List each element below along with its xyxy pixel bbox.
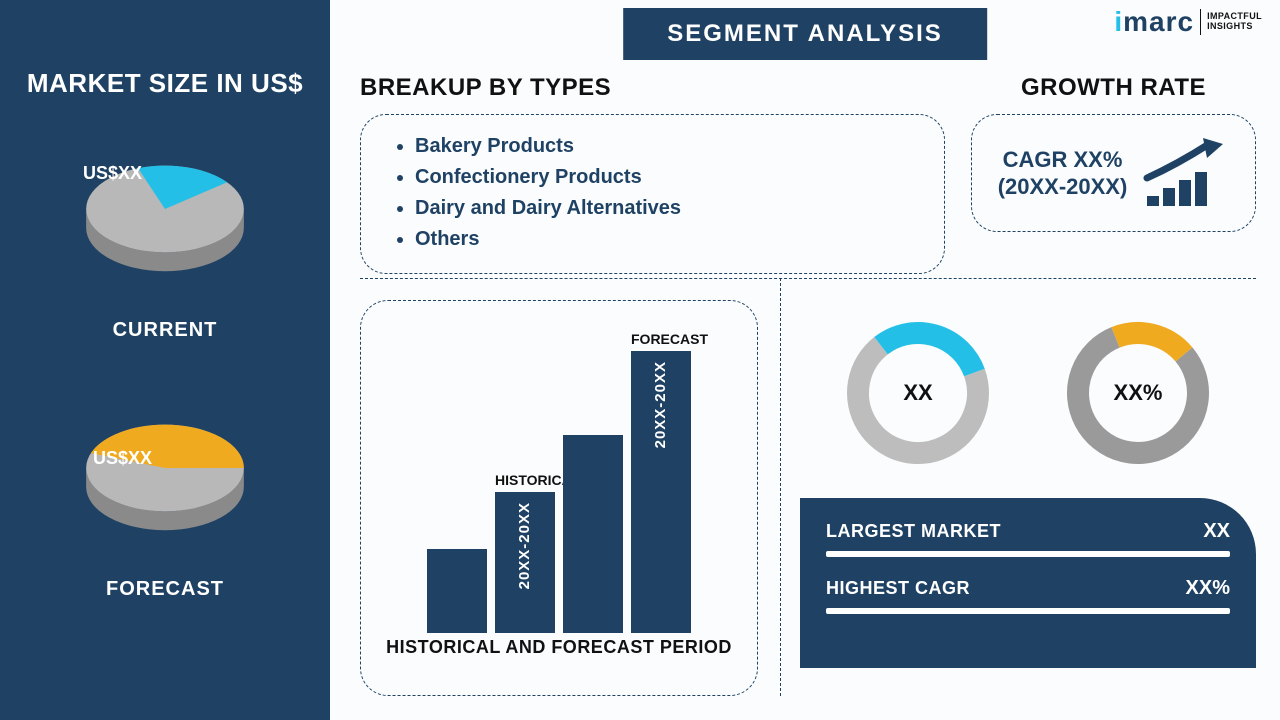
growth-heading: GROWTH RATE <box>971 74 1256 102</box>
page-title: SEGMENT ANALYSIS <box>623 8 987 60</box>
breakup-item: Confectionery Products <box>415 162 916 193</box>
breakup-item: Bakery Products <box>415 131 916 162</box>
metric-row: LARGEST MARKET XX <box>826 520 1230 543</box>
breakup-section: BREAKUP BY TYPES Bakery ProductsConfecti… <box>360 74 945 274</box>
breakup-box: Bakery ProductsConfectionery ProductsDai… <box>360 114 945 274</box>
bar-chart-caption: HISTORICAL AND FORECAST PERIOD <box>379 637 739 658</box>
vertical-divider <box>780 278 781 696</box>
breakup-item: Dairy and Dairy Alternatives <box>415 193 916 224</box>
metric-bar <box>826 608 1230 614</box>
pie-current: US$XX <box>35 129 295 309</box>
bar-chart: HISTORICAL20XX-20XXFORECAST20XX-20XX <box>404 323 714 633</box>
donut-xx-label: XX <box>843 318 993 468</box>
brand-logo-marc: marc <box>1123 6 1194 37</box>
brand-logo-i: i <box>1114 6 1123 37</box>
sidebar: MARKET SIZE IN US$ US$XX CURRENT US$XX F… <box>0 0 330 720</box>
breakup-list: Bakery ProductsConfectionery ProductsDai… <box>389 131 916 255</box>
metric-row: HIGHEST CAGR XX% <box>826 577 1230 600</box>
pie-current-value: US$XX <box>83 163 142 184</box>
pie-current-label: CURRENT <box>0 319 330 342</box>
chart-bar <box>427 549 487 633</box>
donut-xxpct: XX% <box>1063 318 1213 468</box>
metric-card: LARGEST MARKET XX HIGHEST CAGR XX% <box>800 498 1256 668</box>
chart-bar-tag: HISTORICAL <box>495 472 555 488</box>
donut-xx: XX <box>843 318 993 468</box>
chart-bar-period: 20XX-20XX <box>516 502 533 589</box>
growth-box: CAGR XX% (20XX-20XX) <box>971 114 1256 232</box>
growth-line1: CAGR XX% <box>1003 147 1123 172</box>
brand-logo-tagline: IMPACTFUL INSIGHTS <box>1207 12 1262 32</box>
top-row: BREAKUP BY TYPES Bakery ProductsConfecti… <box>360 74 1256 274</box>
pie-forecast-label: FORECAST <box>0 578 330 601</box>
horizontal-divider <box>360 278 1256 279</box>
growth-section: GROWTH RATE CAGR XX% (20XX-20XX) <box>971 74 1256 232</box>
brand-tagline-2: INSIGHTS <box>1207 21 1253 31</box>
metric-value: XX <box>1203 520 1230 543</box>
metric-label: HIGHEST CAGR <box>826 578 970 599</box>
pie-forecast: US$XX <box>35 388 295 568</box>
growth-text: CAGR XX% (20XX-20XX) <box>998 146 1128 201</box>
metric-label: LARGEST MARKET <box>826 521 1001 542</box>
growth-line2: (20XX-20XX) <box>998 174 1128 199</box>
brand-logo: imarc IMPACTFUL INSIGHTS <box>1114 6 1262 38</box>
donut-xxpct-label: XX% <box>1063 318 1213 468</box>
growth-arrow-icon <box>1141 134 1229 212</box>
brand-logo-text: imarc <box>1114 6 1194 38</box>
breakup-item: Others <box>415 224 916 255</box>
chart-bar: FORECAST20XX-20XX <box>631 351 691 633</box>
root: MARKET SIZE IN US$ US$XX CURRENT US$XX F… <box>0 0 1280 720</box>
metric-bar <box>826 551 1230 557</box>
chart-bar-tag: FORECAST <box>631 331 691 347</box>
brand-logo-divider <box>1200 9 1201 35</box>
sidebar-heading: MARKET SIZE IN US$ <box>0 68 330 99</box>
breakup-heading: BREAKUP BY TYPES <box>360 74 945 102</box>
pie-forecast-svg <box>65 420 265 540</box>
chart-bar: HISTORICAL20XX-20XX <box>495 492 555 633</box>
brand-tagline-1: IMPACTFUL <box>1207 11 1262 21</box>
historical-forecast-box: HISTORICAL20XX-20XXFORECAST20XX-20XX HIS… <box>360 300 758 696</box>
main: SEGMENT ANALYSIS imarc IMPACTFUL INSIGHT… <box>330 0 1280 720</box>
metric-value: XX% <box>1186 577 1230 600</box>
donut-row: XX XX% <box>800 318 1256 468</box>
bottom-right: XX XX% LARGEST MARKET XX HIGHEST CAGR XX% <box>800 300 1256 696</box>
chart-bar <box>563 435 623 633</box>
pie-forecast-value: US$XX <box>93 448 152 469</box>
chart-bar-period: 20XX-20XX <box>652 361 669 448</box>
